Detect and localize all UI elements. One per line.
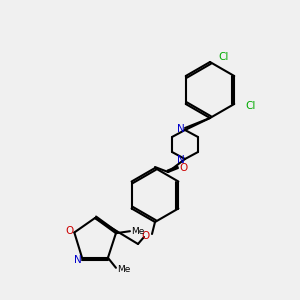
Text: O: O [179, 163, 187, 173]
Text: N: N [74, 255, 82, 265]
Text: N: N [177, 124, 185, 134]
Text: Cl: Cl [245, 101, 255, 111]
Text: N: N [177, 155, 185, 165]
Text: O: O [65, 226, 74, 236]
Text: Me: Me [117, 265, 130, 274]
Text: Me: Me [131, 227, 145, 236]
Text: Cl: Cl [219, 52, 229, 62]
Text: O: O [142, 231, 150, 241]
